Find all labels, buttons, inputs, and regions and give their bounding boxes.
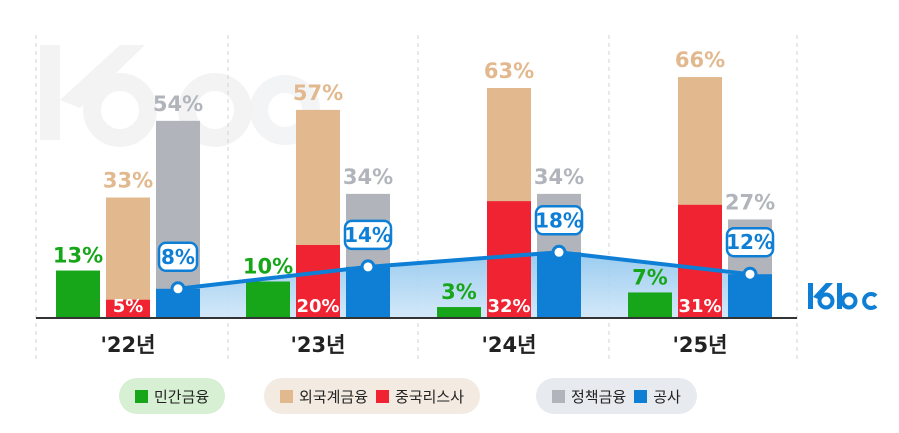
gongsa-label-box-0	[157, 241, 199, 273]
x-tick-0: '22년	[101, 333, 156, 357]
bar-china-0	[106, 299, 150, 318]
legend-label-china: 중국리스사	[395, 387, 465, 406]
label-china-2: 32%	[487, 296, 530, 317]
label-policy-0: 54%	[153, 92, 203, 116]
bar-china-1	[296, 244, 340, 318]
bar-private-3	[628, 292, 672, 318]
bar-china-3	[678, 204, 722, 318]
label-foreign-3: 66%	[675, 48, 725, 72]
label-gongsa-3: 12%	[726, 230, 774, 254]
bar-gongsa-1	[346, 266, 390, 318]
legend-group-private: 민간금융	[119, 378, 226, 414]
label-foreign-1: 57%	[293, 81, 343, 105]
label-private-0: 13%	[53, 244, 103, 268]
bar-private-2	[437, 307, 481, 318]
gongsa-point-2	[551, 244, 567, 260]
bar-gongsa-2	[537, 252, 581, 318]
legend-swatch-foreign	[280, 389, 293, 403]
x-tick-1: '23년	[291, 333, 346, 357]
legend-label-foreign: 외국계금융	[299, 387, 369, 406]
label-policy-3: 27%	[725, 190, 775, 214]
gongsa-label-box-2	[534, 205, 584, 236]
label-policy-1: 34%	[343, 165, 393, 189]
legend-label-gongsa: 공사	[653, 387, 681, 406]
legend-swatch-china	[376, 389, 390, 403]
gongsa-point-1	[360, 259, 376, 275]
kobc-watermark-icon	[40, 45, 320, 147]
label-private-2: 3%	[441, 280, 477, 304]
label-private-3: 7%	[632, 265, 668, 289]
legend-swatch-gongsa	[634, 389, 648, 403]
label-china-1: 20%	[296, 296, 339, 317]
x-tick-2: '24년	[482, 333, 537, 357]
label-foreign-2: 63%	[484, 59, 534, 83]
gongsa-label-box-3	[725, 226, 775, 258]
legend-label-policy: 정책금융	[571, 387, 627, 406]
bar-foreign-0	[106, 197, 150, 318]
chart: 13%33%54%5%'22년10%57%34%20%'23년3%63%34%3…	[35, 35, 878, 362]
legend-item-private[interactable]: 민간금융	[135, 386, 209, 407]
x-tick-3: '25년	[673, 333, 728, 357]
gongsa-point-0	[170, 281, 186, 297]
label-gongsa-1: 14%	[344, 223, 392, 247]
gongsa-label-box-1	[343, 219, 393, 251]
legend-item-foreign[interactable]: 외국계금융	[280, 386, 368, 407]
bar-china-2	[487, 201, 531, 318]
label-china-0: 5%	[113, 296, 144, 317]
legend-label-private: 민간금융	[154, 387, 210, 406]
legend-group-foreign: 외국계금융 중국리스사	[264, 378, 481, 414]
label-gongsa-0: 8%	[161, 245, 195, 269]
label-policy-2: 34%	[534, 165, 584, 189]
gongsa-point-3	[742, 266, 758, 282]
kobc-logo-icon	[808, 283, 878, 310]
legend: 민간금융 외국계금융 중국리스사 정책금융 공사	[0, 374, 899, 420]
legend-swatch-policy	[552, 389, 565, 403]
legend-item-policy[interactable]: 정책금융	[552, 386, 626, 407]
bar-private-0	[56, 270, 100, 318]
legend-item-china[interactable]: 중국리스사	[376, 386, 464, 407]
gongsa-line	[177, 250, 751, 291]
bar-private-1	[246, 281, 290, 318]
label-gongsa-2: 18%	[535, 208, 583, 232]
label-foreign-0: 33%	[103, 169, 153, 193]
label-china-3: 31%	[678, 296, 721, 317]
legend-swatch-private	[135, 389, 148, 403]
legend-item-gongsa[interactable]: 공사	[634, 386, 681, 407]
legend-group-policy: 정책금융 공사	[536, 378, 697, 414]
